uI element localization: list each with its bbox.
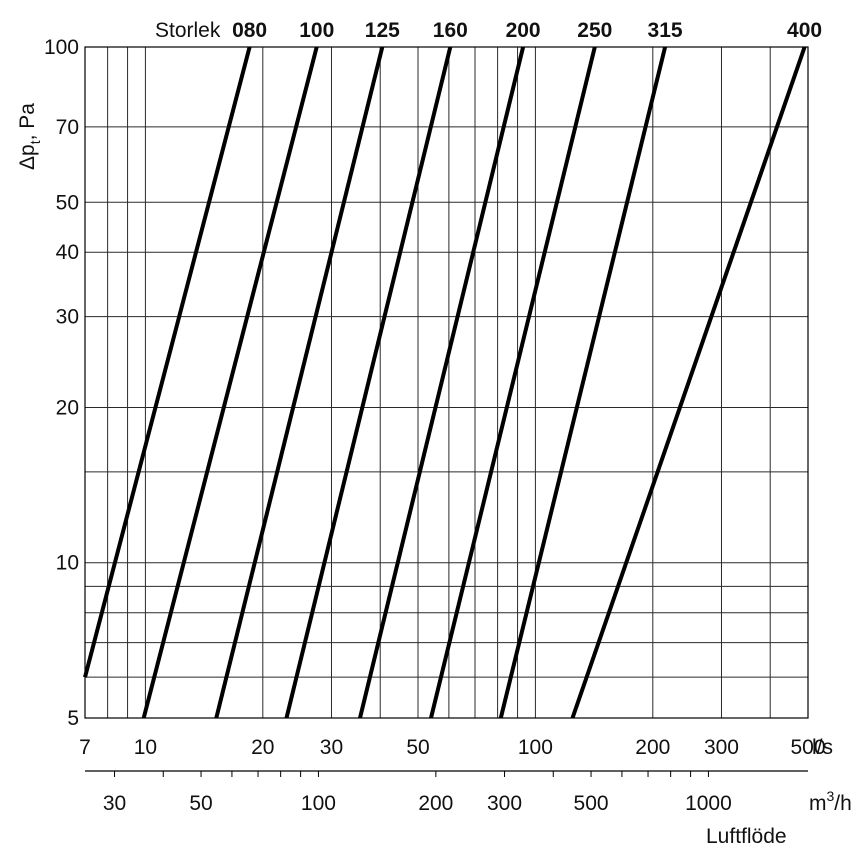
- y-tick-label: 100: [44, 36, 79, 59]
- x-tick-label: 300: [704, 736, 739, 759]
- x-tick-label: 30: [320, 736, 343, 759]
- series-lines: [83, 46, 807, 719]
- y-tick-label: 10: [56, 552, 79, 575]
- x2-tick-label: 50: [189, 792, 212, 815]
- svg-text:Δpt, Pa: Δpt, Pa: [16, 103, 43, 170]
- x-tick-label: 20: [251, 736, 274, 759]
- series-line-200: [358, 46, 526, 719]
- x-tick-label: 7: [79, 736, 91, 759]
- series-line-125: [214, 46, 385, 719]
- header-label: Storlek: [155, 19, 221, 42]
- grid: [85, 47, 808, 718]
- x-tick-label: 500: [790, 736, 825, 759]
- x-tick-label: 50: [406, 736, 429, 759]
- y-tick-label: 40: [56, 241, 79, 264]
- x-tick-label: 200: [635, 736, 670, 759]
- x-tick-labels: 7 10 20 30 50 100 200 300 500: [79, 736, 825, 759]
- size-label-200: 200: [506, 19, 541, 42]
- y-tick-label: 5: [67, 707, 79, 730]
- size-label-400: 400: [787, 19, 822, 42]
- x-tick-label: 10: [134, 736, 157, 759]
- size-label-315: 315: [648, 19, 683, 42]
- x2-tick-label: 30: [103, 792, 126, 815]
- x2-unit-sup: 3: [827, 788, 835, 804]
- size-label-125: 125: [365, 19, 400, 42]
- x2-tick-label: 100: [301, 792, 336, 815]
- x2-tick-label: 200: [418, 792, 453, 815]
- y-tick-label: 70: [56, 116, 79, 139]
- size-label-160: 160: [433, 19, 468, 42]
- size-label-080: 080: [232, 19, 267, 42]
- series-line-250: [429, 46, 597, 719]
- x2-unit-main: m: [809, 792, 827, 815]
- series-line-080: [83, 46, 252, 678]
- x2-axis-unit: m3/h: [809, 788, 852, 815]
- size-label-250: 250: [577, 19, 612, 42]
- y-tick-label: 50: [56, 191, 79, 214]
- series-line-160: [284, 46, 453, 719]
- x2-tick-label: 300: [487, 792, 522, 815]
- y-tick-label: 20: [56, 396, 79, 419]
- series-line-400: [570, 46, 807, 719]
- size-label-100: 100: [299, 19, 334, 42]
- x2-tick-label: 500: [574, 792, 609, 815]
- x2-tick-label: 1000: [685, 792, 732, 815]
- y-tick-labels: 5 10 20 30 40 50 70 100: [44, 36, 79, 730]
- x-axis-unit: l/s: [812, 736, 833, 759]
- x-axis-label: Luftflöde: [706, 825, 787, 848]
- y-tick-label: 30: [56, 306, 79, 329]
- y-label-unit: , Pa: [16, 103, 39, 141]
- x-tick-label: 100: [518, 736, 553, 759]
- y-axis-label: Δpt, Pa: [16, 103, 43, 170]
- x2-unit-tail: /h: [834, 792, 852, 815]
- y-label-main: Δp: [16, 144, 39, 170]
- y-label-sub: t: [27, 140, 43, 144]
- series-line-315: [498, 46, 668, 719]
- size-labels: 080 100 125 160 200 250 315 400: [232, 19, 822, 42]
- secondary-x-axis: 30 50 100 200 300 500 1000: [85, 770, 808, 815]
- plot-frame: [84, 46, 809, 719]
- series-line-100: [141, 46, 319, 719]
